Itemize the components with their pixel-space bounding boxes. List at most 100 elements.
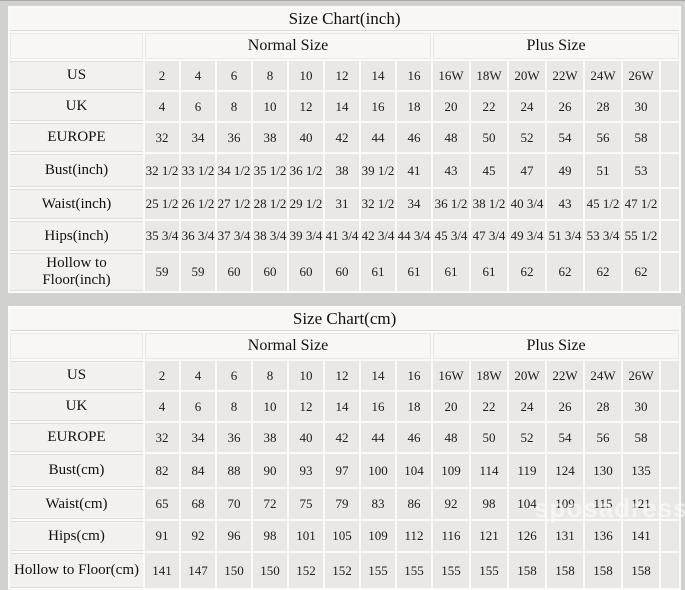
- size-cell: 51 3/4: [547, 221, 583, 251]
- size-cell: 26: [547, 92, 583, 121]
- size-cell: 43: [547, 189, 583, 219]
- size-cell: 112: [397, 521, 431, 551]
- size-cell: 91: [145, 521, 179, 551]
- size-chart-cm-table: Size Chart(cm) Normal Size Plus Size US 2…: [8, 306, 682, 590]
- row-label: Bust(cm): [10, 454, 143, 487]
- size-cell: 65: [145, 489, 179, 519]
- size-cell: 32 1/2: [145, 154, 179, 187]
- size-cell: 96: [217, 521, 251, 551]
- size-cell: 33 1/2: [181, 154, 215, 187]
- size-cell: 41 3/4: [325, 221, 359, 251]
- table-gap: [8, 293, 677, 306]
- table-row: Waist(cm) 65 68 70 72 75 79 83 86 92 98 104 109 115 12…: [10, 489, 680, 519]
- size-cell: 150: [217, 553, 251, 588]
- size-cell: 147: [181, 553, 215, 588]
- row-label: Waist(cm): [10, 489, 143, 519]
- table-row: UK 4 6 8 10 12 14 16 18 20 22 24 26 28 30: [10, 92, 680, 121]
- table-row: Bust(inch) 32 1/2 33 1/2 34 1/2 35 1/2 36 1/2…: [10, 154, 680, 187]
- size-cell: 10: [253, 92, 287, 121]
- size-cell: 48: [433, 423, 469, 452]
- size-cell: 20W: [509, 61, 545, 90]
- size-cell: 101: [289, 521, 323, 551]
- size-cell: 62: [509, 253, 545, 291]
- size-cell: 16: [397, 61, 431, 90]
- size-cell: 26: [547, 392, 583, 421]
- size-cell: 39 1/2: [361, 154, 395, 187]
- size-cell: 54: [547, 123, 583, 152]
- table-row: US 2 4 6 8 10 12 14 16 16W 18W 20W 22W 24W 26W: [10, 61, 680, 90]
- size-cell: 56: [585, 423, 621, 452]
- empty-tail-cell: [661, 253, 680, 291]
- size-cell: 40: [289, 423, 323, 452]
- size-cell: 38: [253, 123, 287, 152]
- size-cell: 152: [325, 553, 359, 588]
- row-label: US: [10, 61, 143, 90]
- size-cell: 61: [433, 253, 469, 291]
- size-cell: 38 1/2: [471, 189, 507, 219]
- size-cell: 116: [433, 521, 469, 551]
- size-cell: 72: [253, 489, 287, 519]
- size-cell: 59: [145, 253, 179, 291]
- size-cell: 50: [471, 423, 507, 452]
- size-cell: 58: [623, 423, 659, 452]
- size-cell: 28: [585, 92, 621, 121]
- size-cell: 121: [471, 521, 507, 551]
- size-cell: 93: [289, 454, 323, 487]
- size-cell: 109: [361, 521, 395, 551]
- size-cell: 40: [289, 123, 323, 152]
- size-cell: 14: [325, 392, 359, 421]
- normal-size-header: Normal Size: [145, 333, 431, 359]
- size-cell: 53: [623, 154, 659, 187]
- plus-size-header: Plus Size: [433, 333, 680, 359]
- size-cell: 12: [325, 61, 359, 90]
- size-cell: 20W: [509, 361, 545, 390]
- size-cell: 6: [217, 61, 251, 90]
- size-cell: 14: [361, 361, 395, 390]
- size-cell: 155: [471, 553, 507, 588]
- size-cell: 152: [289, 553, 323, 588]
- size-cell: 16: [397, 361, 431, 390]
- table-row: Bust(cm) 82 84 88 90 93 97 100 104 109 114 119 124 13…: [10, 454, 680, 487]
- size-cell: 4: [181, 361, 215, 390]
- size-cell: 61: [471, 253, 507, 291]
- empty-tail-cell: [661, 189, 680, 219]
- size-cell: 30: [623, 92, 659, 121]
- empty-tail-cell: [661, 61, 680, 90]
- size-cell: 84: [181, 454, 215, 487]
- size-cell: 16: [361, 92, 395, 121]
- size-cell: 158: [547, 553, 583, 588]
- size-cell: 27 1/2: [217, 189, 251, 219]
- size-cell: 34: [181, 423, 215, 452]
- size-cell: 30: [623, 392, 659, 421]
- size-cell: 29 1/2: [289, 189, 323, 219]
- size-cell: 109: [547, 489, 583, 519]
- size-cell: 18: [397, 92, 431, 121]
- size-cell: 38: [325, 154, 359, 187]
- size-chart-inch-table: Size Chart(inch) Normal Size Plus Size U…: [8, 6, 682, 293]
- size-cell: 82: [145, 454, 179, 487]
- size-cell: 135: [623, 454, 659, 487]
- row-label: EUROPE: [10, 123, 143, 152]
- size-cell: 4: [145, 92, 179, 121]
- size-cell: 56: [585, 123, 621, 152]
- size-cell: 26W: [623, 361, 659, 390]
- size-cell: 53 3/4: [585, 221, 621, 251]
- size-cell: 46: [397, 123, 431, 152]
- size-cell: 36 3/4: [181, 221, 215, 251]
- size-cell: 98: [253, 521, 287, 551]
- size-cell: 18: [397, 392, 431, 421]
- size-cell: 26W: [623, 61, 659, 90]
- size-cell: 86: [397, 489, 431, 519]
- size-cell: 104: [509, 489, 545, 519]
- size-cell: 155: [361, 553, 395, 588]
- size-cell: 36 1/2: [433, 189, 469, 219]
- size-cell: 36: [217, 423, 251, 452]
- size-cell: 44: [361, 423, 395, 452]
- size-cell: 38: [253, 423, 287, 452]
- size-cell: 92: [181, 521, 215, 551]
- size-cell: 26 1/2: [181, 189, 215, 219]
- empty-tail-cell: [661, 553, 680, 588]
- size-cell: 18W: [471, 361, 507, 390]
- size-cell: 52: [509, 423, 545, 452]
